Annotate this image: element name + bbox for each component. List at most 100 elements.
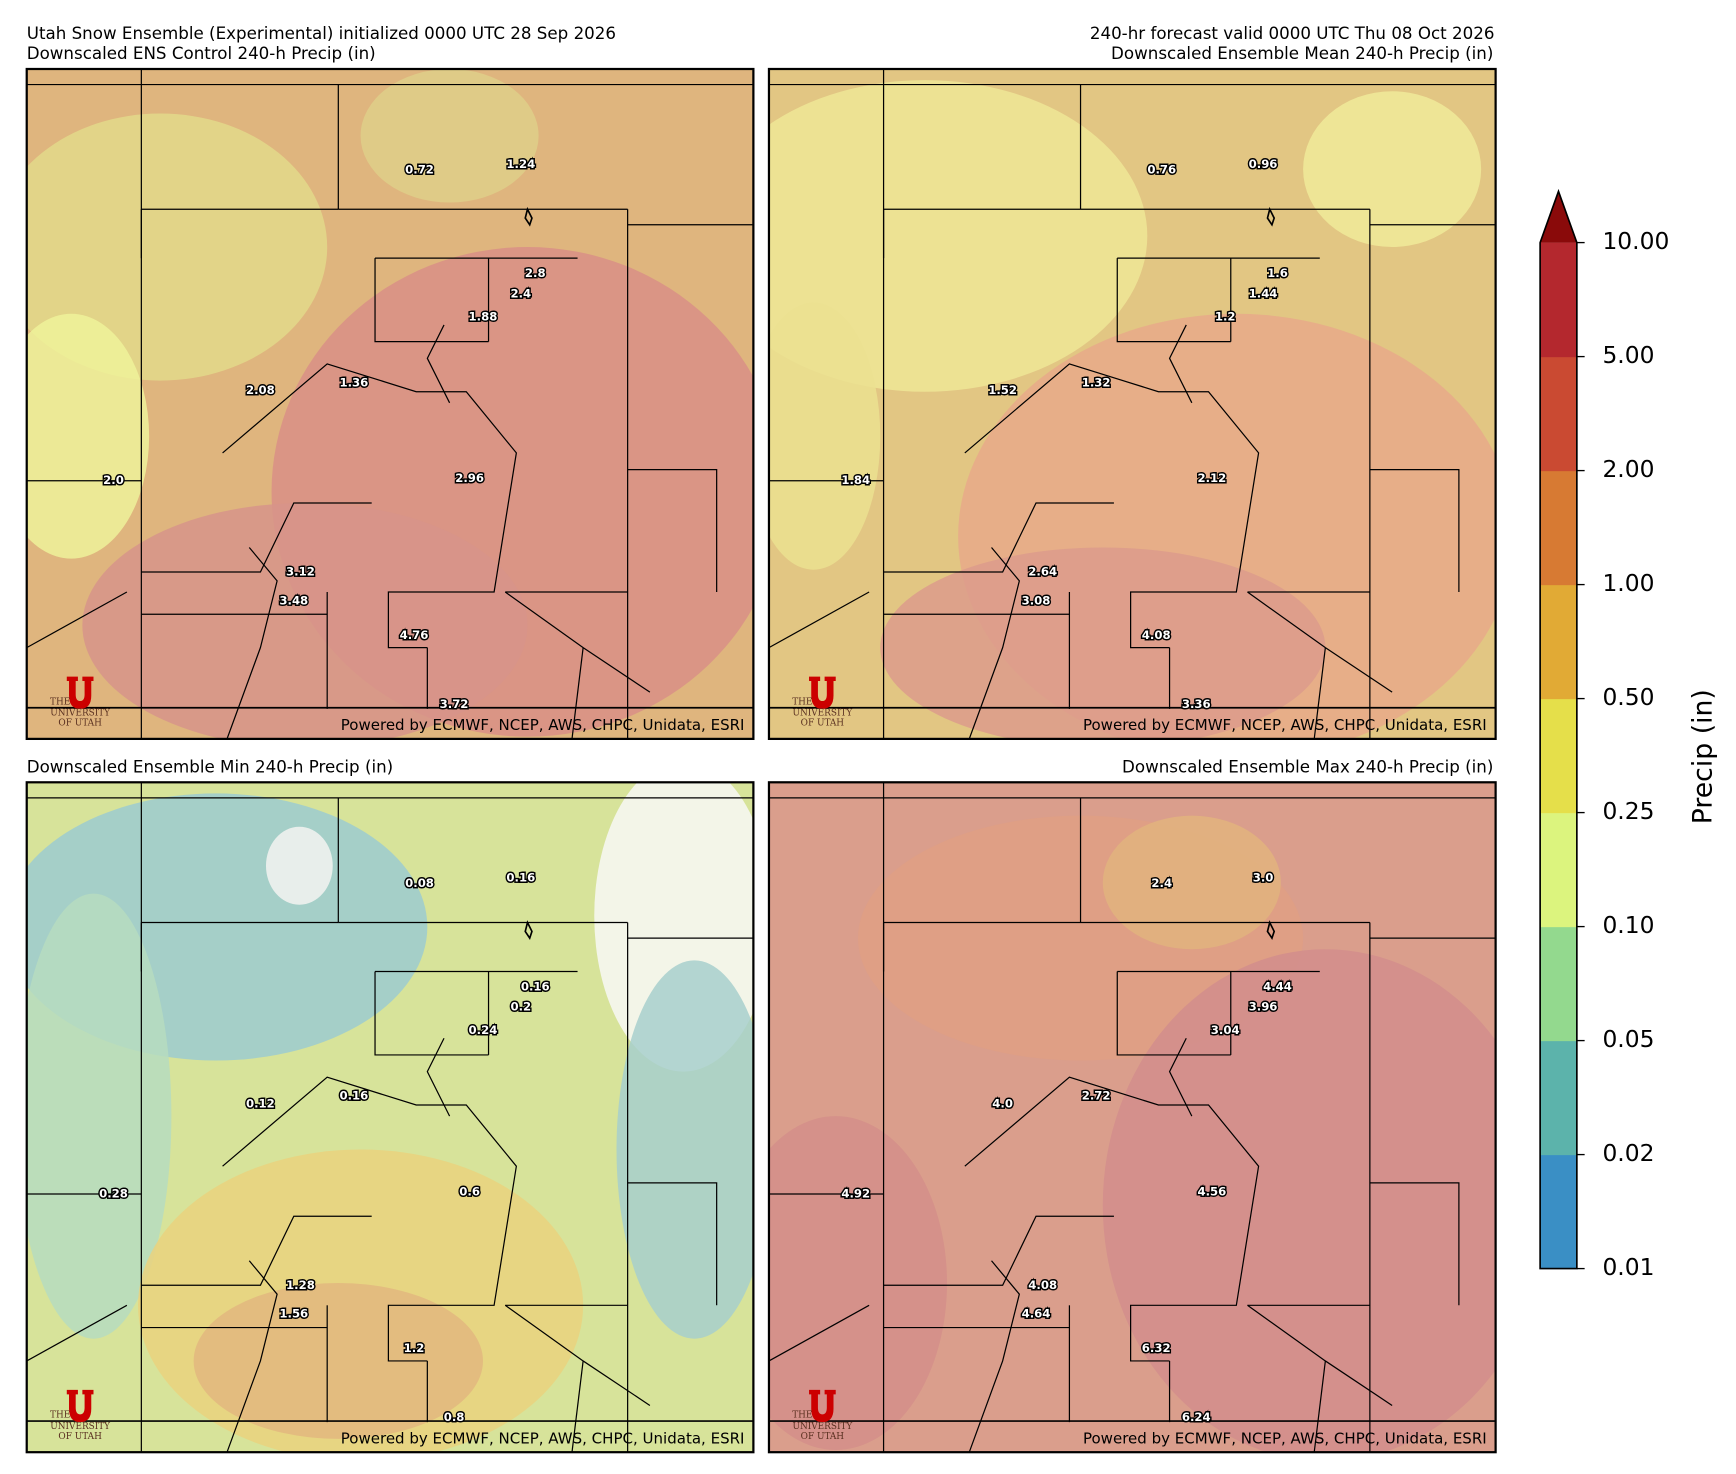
county-border — [426, 1037, 451, 1117]
county-border — [222, 363, 518, 649]
precip-area — [26, 113, 328, 381]
county-border — [1313, 1360, 1326, 1453]
logo-place: OF UTAH — [58, 1432, 102, 1442]
point-label: 3.48 — [279, 593, 308, 607]
logo-u — [809, 676, 836, 709]
colorbar-segment — [1540, 698, 1577, 814]
point-label: 3.72 — [440, 697, 469, 711]
point-label: 1.6 — [1267, 266, 1288, 280]
map-field — [768, 68, 1496, 739]
colorbar-segment — [1540, 584, 1577, 700]
county-border — [627, 1182, 718, 1306]
point-label: 1.24 — [506, 157, 535, 171]
county-border — [627, 468, 718, 593]
credit: Powered by ECMWF, NCEP, AWS, CHPC, Unida… — [341, 1429, 745, 1447]
colorbar-segment — [1540, 926, 1577, 1042]
lake — [524, 920, 533, 940]
logo-name: UNIVERSITY — [50, 1422, 110, 1432]
panel-frame — [25, 781, 755, 1454]
colorbar-tick-label: 10.00 — [1602, 227, 1669, 255]
lake — [524, 206, 533, 227]
colorbar-segment — [1540, 1154, 1577, 1270]
precip-area — [26, 313, 150, 559]
point-label: 1.36 — [339, 375, 368, 389]
county-border — [226, 1260, 278, 1453]
point-label: 6.32 — [1142, 1341, 1171, 1355]
point-label: 2.8 — [525, 266, 546, 280]
colorbar-tick-label: 0.50 — [1602, 683, 1654, 711]
precip-area — [193, 1283, 483, 1439]
point-label: 3.96 — [1249, 1000, 1278, 1014]
point-label: 2.4 — [1151, 876, 1172, 890]
panel-frame — [25, 67, 755, 741]
county-border — [1168, 324, 1193, 404]
county-border — [1369, 1182, 1460, 1306]
panel-frame — [767, 781, 1497, 1454]
county-border — [426, 324, 451, 404]
point-label: 0.72 — [405, 163, 434, 177]
colorbar-tick-label: 2.00 — [1602, 455, 1654, 483]
precip-area — [82, 503, 528, 739]
precip-area — [265, 826, 333, 905]
logo-the: THE — [792, 697, 812, 707]
point-label: 3.0 — [1253, 870, 1274, 884]
credit: Powered by ECMWF, NCEP, AWS, CHPC, Unida… — [341, 716, 745, 734]
colorbar-segment — [1540, 242, 1577, 358]
county-border — [1116, 971, 1231, 1056]
point-label: 0.08 — [405, 876, 434, 890]
county-border — [1369, 468, 1460, 593]
point-label: 0.76 — [1147, 163, 1176, 177]
point-label: 0.16 — [506, 870, 535, 884]
colorbar-segment — [1540, 356, 1577, 472]
county-border — [141, 1215, 372, 1286]
point-label: 1.88 — [469, 310, 498, 324]
colorbar-tick-label: 0.01 — [1602, 1253, 1654, 1281]
point-label: 0.96 — [1249, 157, 1278, 171]
lake — [1266, 920, 1276, 940]
point-label: 0.28 — [99, 1187, 128, 1201]
point-label: 3.36 — [1182, 697, 1211, 711]
precip-area — [26, 893, 172, 1339]
point-label: 1.2 — [404, 1341, 425, 1355]
county-border — [883, 502, 1114, 573]
county-border — [571, 1360, 584, 1453]
panel-title: Downscaled Ensemble Mean 240-h Precip (i… — [1111, 44, 1493, 63]
point-label: 0.2 — [510, 1000, 531, 1014]
point-label: 4.08 — [1142, 628, 1171, 642]
point-label: 2.72 — [1082, 1089, 1111, 1103]
county-border — [1313, 647, 1326, 739]
logo-place: OF UTAH — [801, 1432, 845, 1442]
colorbar: 0.01 0.02 0.05 0.10 0.25 0.50 1.00 2.00 5.00 10.0… — [1539, 188, 1669, 1281]
colorbar-label: Precip (in) — [1687, 689, 1718, 824]
colorbar-extend — [1540, 191, 1577, 243]
point-label: 1.32 — [1082, 375, 1111, 389]
point-label: 3.08 — [1022, 593, 1051, 607]
county-border — [883, 1215, 1114, 1286]
point-label: 0.12 — [246, 1096, 275, 1110]
county-border — [26, 591, 128, 649]
logo-the: THE — [792, 1411, 812, 1421]
credit: Powered by ECMWF, NCEP, AWS, CHPC, Unida… — [1083, 1429, 1487, 1447]
county-border — [968, 1260, 1021, 1453]
colorbar-segment — [1540, 1040, 1577, 1156]
point-label: 3.12 — [286, 564, 315, 578]
point-label: 1.28 — [286, 1278, 315, 1292]
lake — [1266, 206, 1276, 227]
county-border — [226, 547, 278, 739]
logo-the: THE — [50, 697, 70, 707]
precip-area — [768, 80, 1148, 392]
point-label: 1.44 — [1249, 286, 1278, 300]
logo-u — [809, 1389, 836, 1423]
credit: Powered by ECMWF, NCEP, AWS, CHPC, Unida… — [1083, 716, 1487, 734]
panel-title: Downscaled Ensemble Max 240-h Precip (in… — [1122, 757, 1493, 776]
point-label: 4.64 — [1022, 1307, 1051, 1321]
precip-area — [360, 68, 539, 203]
logo-u — [66, 676, 94, 709]
point-label: 3.04 — [1211, 1023, 1240, 1037]
precip-area — [616, 960, 754, 1339]
point-label: 4.44 — [1263, 980, 1292, 994]
county-border — [374, 258, 489, 343]
